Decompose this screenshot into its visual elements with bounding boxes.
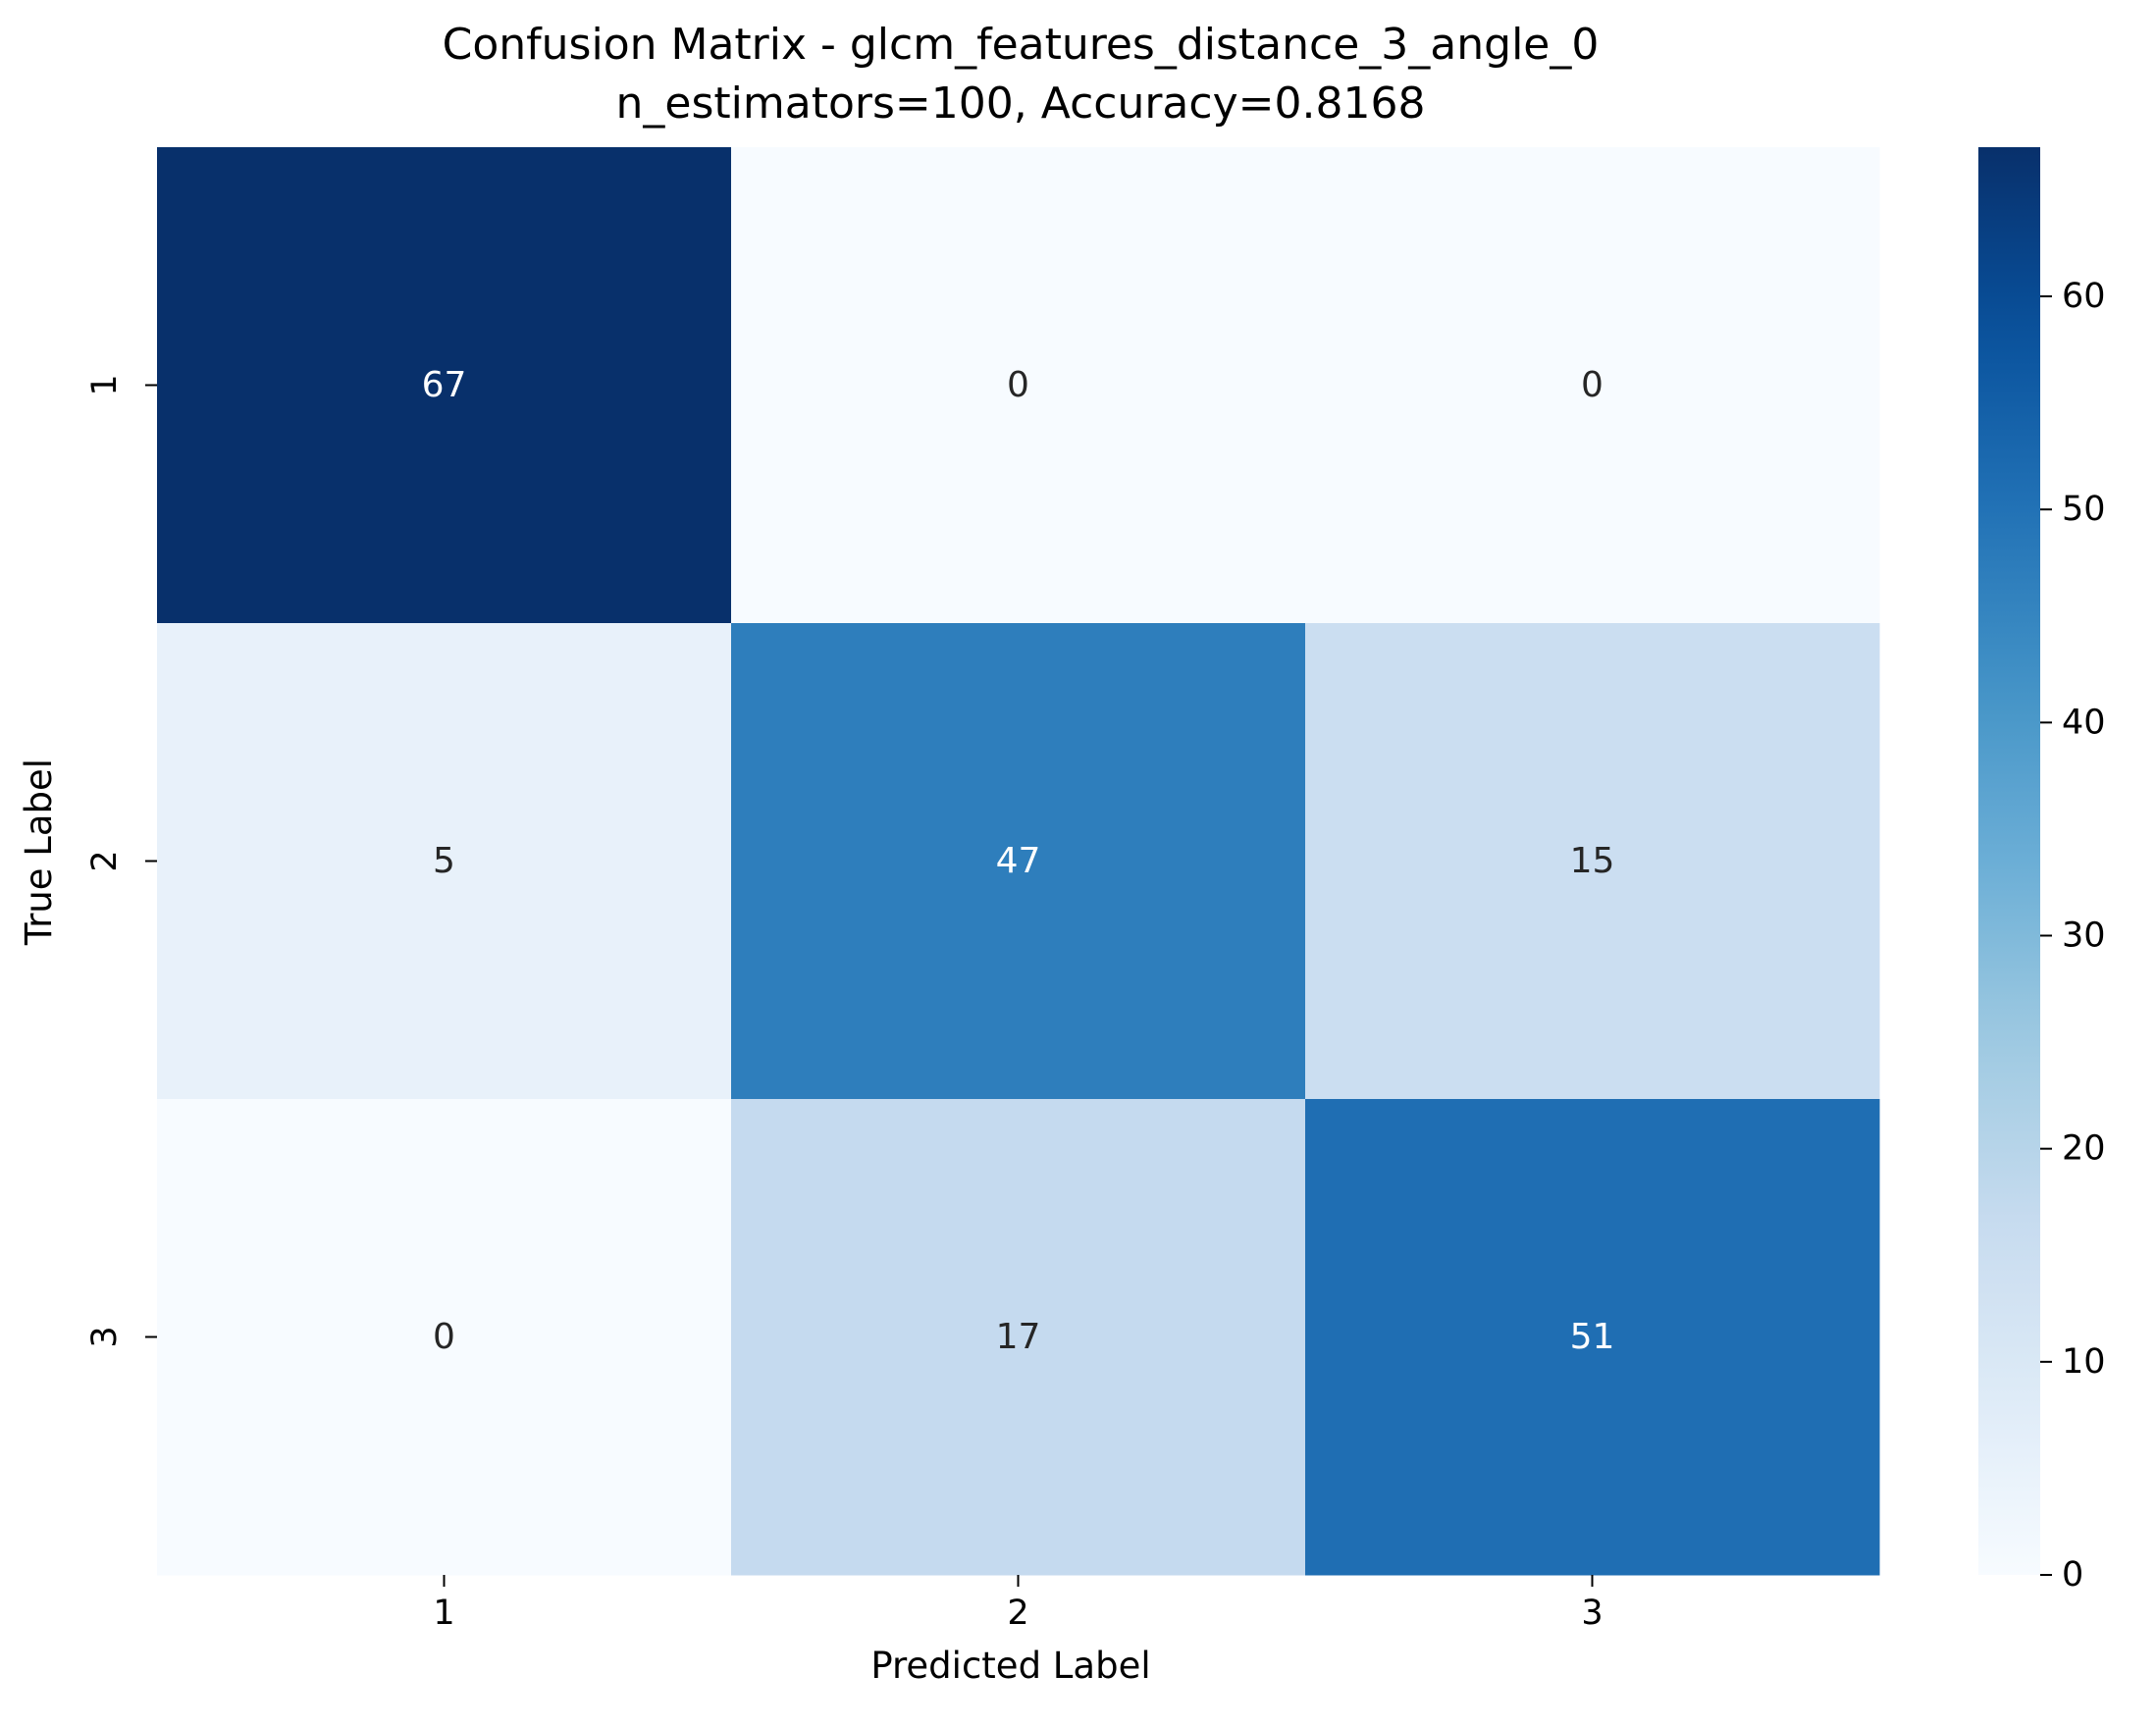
heatmap-cell-labels: 67 0 0 5 47 15 0 17 51 — [422, 365, 1615, 1357]
cell-value-label: 67 — [422, 365, 467, 405]
heatmap-cell — [1305, 147, 1880, 624]
colorbar-ticks: 0 10 20 30 40 50 60 — [2040, 277, 2106, 1595]
cell-value-label: 0 — [1007, 365, 1029, 405]
heatmap-cell — [731, 1099, 1306, 1576]
colorbar-tick-label: 60 — [2062, 277, 2106, 316]
cell-value-label: 17 — [996, 1317, 1041, 1357]
colorbar-tick-label: 20 — [2062, 1129, 2106, 1169]
colorbar-tick-label: 10 — [2062, 1342, 2106, 1382]
cell-value-label: 15 — [1570, 841, 1615, 881]
colorbar-tick-label: 30 — [2062, 916, 2106, 956]
heatmap-cell — [157, 147, 732, 624]
cell-value-label: 0 — [1581, 365, 1604, 405]
cell-value-label: 0 — [433, 1317, 455, 1357]
y-axis-label: True Label — [18, 759, 60, 946]
colorbar-tick-label: 50 — [2062, 490, 2106, 529]
y-axis-ticks: 1 2 3 — [85, 374, 157, 1348]
cell-value-label: 5 — [433, 841, 455, 881]
heatmap-cell — [157, 623, 732, 1100]
chart-title: Confusion Matrix - glcm_features_distanc… — [443, 20, 1600, 70]
heatmap-cells — [157, 147, 1880, 1576]
y-tick-label: 3 — [85, 1326, 125, 1347]
colorbar — [1978, 147, 2040, 1575]
cell-value-label: 51 — [1570, 1317, 1615, 1357]
heatmap-cell — [157, 1099, 732, 1576]
cell-value-label: 47 — [996, 841, 1041, 881]
y-tick-label: 1 — [85, 374, 125, 395]
x-axis-ticks: 1 2 3 — [433, 1575, 1604, 1633]
x-tick-label: 1 — [433, 1594, 454, 1633]
x-axis-label: Predicted Label — [870, 1645, 1150, 1687]
colorbar-tick-label: 40 — [2062, 703, 2106, 742]
colorbar-tick-label: 0 — [2062, 1555, 2083, 1595]
heatmap-cell — [731, 623, 1306, 1100]
heatmap-cell — [1305, 1099, 1880, 1576]
heatmap-cell — [1305, 623, 1880, 1100]
chart-subtitle: n_estimators=100, Accuracy=0.8168 — [616, 78, 1426, 129]
x-tick-label: 2 — [1007, 1594, 1028, 1633]
x-tick-label: 3 — [1581, 1594, 1603, 1633]
y-tick-label: 2 — [85, 850, 125, 871]
heatmap-cell — [731, 147, 1306, 624]
